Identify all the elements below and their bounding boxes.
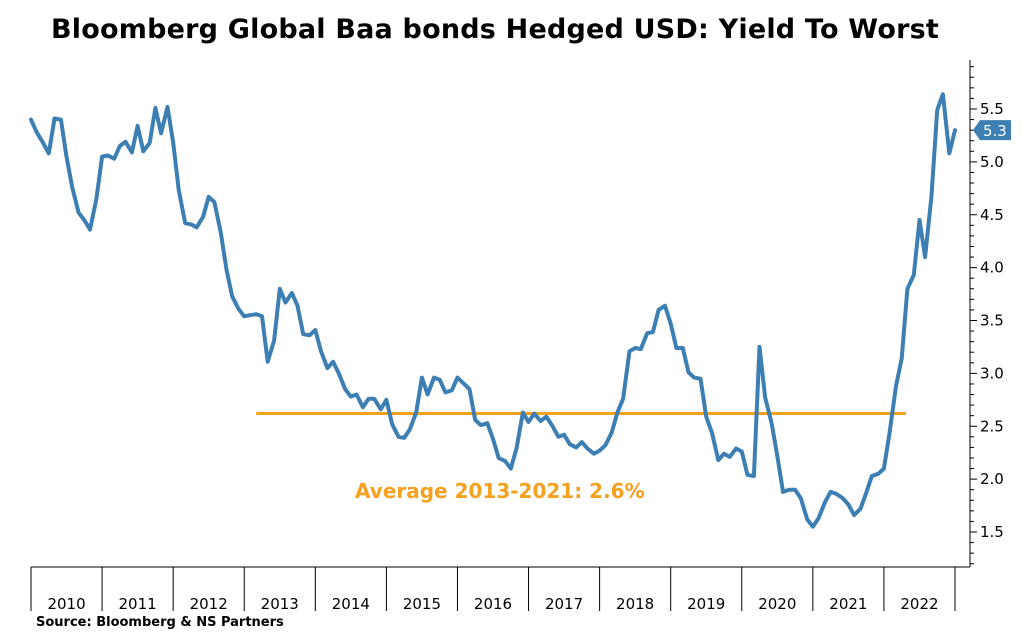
y-tick-label: 4.5 <box>980 206 1004 224</box>
x-tick-label: 2022 <box>900 595 938 613</box>
x-tick-label: 2010 <box>47 595 85 613</box>
average-reference: Average 2013-2021: 2.6% <box>256 412 906 503</box>
y-tick-label: 2.0 <box>980 470 1004 488</box>
last-value-marker <box>973 120 1011 141</box>
y-tick-label: 5.5 <box>980 100 1004 118</box>
y-tick-label: 3.5 <box>980 312 1004 330</box>
x-tick-label: 2017 <box>545 595 583 613</box>
series-line <box>29 92 957 529</box>
y-tick-label: 5.0 <box>980 153 1004 171</box>
x-tick-label: 2012 <box>190 595 228 613</box>
x-tick-label: 2013 <box>261 595 299 613</box>
x-tick-label: 2011 <box>119 595 157 613</box>
y-tick-label: 2.5 <box>980 417 1004 435</box>
last-value-label: 5.3 <box>983 122 1007 140</box>
last-value-group: 5.3 <box>973 120 1011 141</box>
y-tick-label: 3.0 <box>980 364 1004 382</box>
x-tick-label: 2020 <box>758 595 796 613</box>
y-tick-label: 4.0 <box>980 259 1004 277</box>
average-label: Average 2013-2021: 2.6% <box>355 479 645 503</box>
chart-title: Bloomberg Global Baa bonds Hedged USD: Y… <box>51 14 939 45</box>
chart-axes <box>31 60 971 568</box>
x-tick-label: 2021 <box>829 595 867 613</box>
x-tick-label: 2018 <box>616 595 654 613</box>
x-axis-labels: 2010 2011 2012 2013 2014 2015 2016 2017 2018 2019… <box>30 567 956 613</box>
y-tick-label: 1.5 <box>980 523 1004 541</box>
x-tick-label: 2016 <box>474 595 512 613</box>
series-group <box>29 92 957 529</box>
x-tick-label: 2019 <box>687 595 725 613</box>
y-axis-ticks: 1.5 2.0 2.5 3.0 3.5 4.0 4.5 5.0 5.5 <box>970 66 1004 565</box>
source-note: Source: Bloomberg & NS Partners <box>36 615 284 630</box>
x-tick-label: 2014 <box>332 595 370 613</box>
x-tick-label: 2015 <box>403 595 441 613</box>
